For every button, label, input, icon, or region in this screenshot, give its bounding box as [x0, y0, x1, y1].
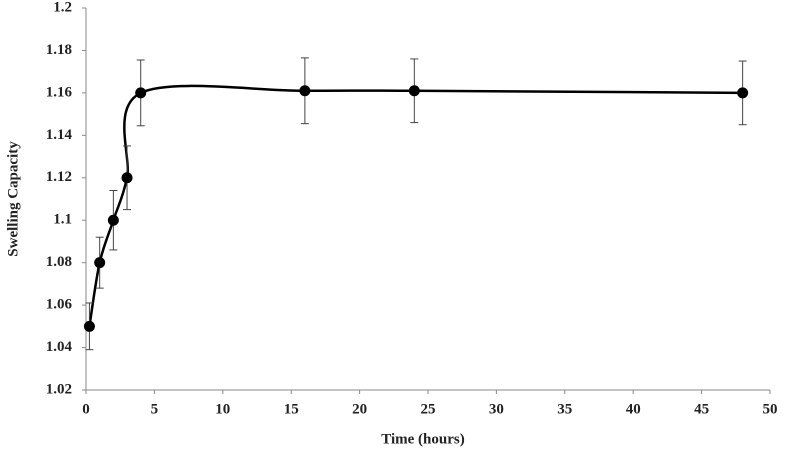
y-tick-label: 1.04	[46, 339, 73, 355]
x-tick-label: 45	[694, 401, 709, 417]
y-tick-label: 1.16	[46, 84, 73, 100]
point	[121, 172, 133, 184]
point	[299, 85, 311, 97]
y-tick-label: 1.08	[46, 254, 72, 270]
x-tick-label: 50	[763, 401, 778, 417]
y-tick-label: 1.2	[53, 0, 72, 15]
point	[83, 320, 95, 332]
y-tick-label: 1.18	[46, 42, 72, 58]
point	[107, 214, 119, 226]
x-tick-label: 30	[489, 401, 504, 417]
x-tick-label: 40	[626, 401, 641, 417]
point	[737, 87, 749, 99]
x-tick-label: 10	[215, 401, 230, 417]
y-axis-title: Swelling Capacity	[5, 141, 21, 257]
line	[88, 84, 743, 327]
x-tick-label: 20	[352, 401, 367, 417]
point	[408, 85, 420, 97]
x-tick-label: 5	[151, 401, 159, 417]
x-axis-title: Time (hours)	[381, 431, 464, 447]
x-tick-label: 15	[284, 401, 299, 417]
x-tick-label: 35	[557, 401, 572, 417]
point	[94, 257, 106, 269]
y-tick-label: 1.06	[46, 297, 73, 313]
x-tick-label: 25	[421, 401, 436, 417]
point	[135, 87, 147, 99]
y-tick-label: 1.1	[53, 212, 72, 228]
x-tick-label: 0	[82, 401, 90, 417]
y-tick-label: 1.02	[46, 381, 72, 397]
y-tick-label: 1.14	[46, 127, 73, 143]
y-tick-label: 1.12	[46, 169, 72, 185]
